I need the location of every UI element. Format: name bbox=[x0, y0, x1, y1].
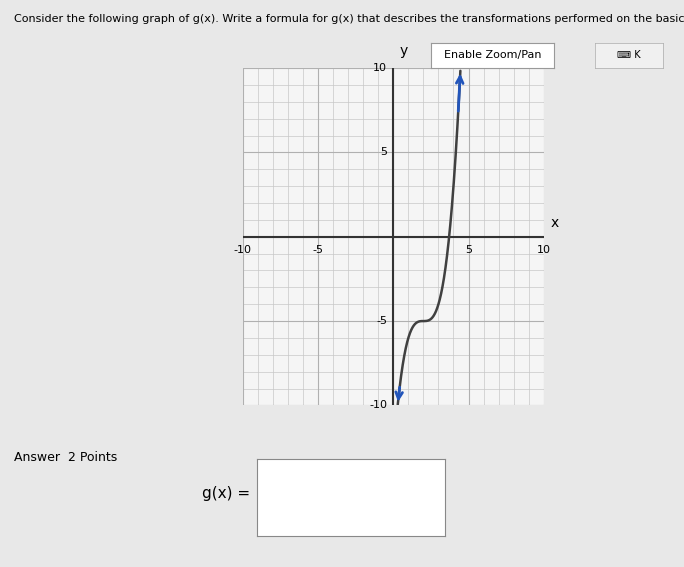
Text: -10: -10 bbox=[369, 400, 387, 411]
Text: 10: 10 bbox=[373, 63, 387, 73]
Text: x: x bbox=[550, 216, 558, 230]
Text: 5: 5 bbox=[380, 147, 387, 158]
Text: g(x) =: g(x) = bbox=[202, 486, 250, 501]
Text: Enable Zoom/Pan: Enable Zoom/Pan bbox=[444, 50, 541, 60]
Text: Consider the following graph of g(x). Write a formula for g(x) that describes th: Consider the following graph of g(x). Wr… bbox=[14, 14, 684, 24]
Text: -5: -5 bbox=[313, 245, 324, 255]
Text: ⌨ K: ⌨ K bbox=[618, 50, 641, 60]
Text: 5: 5 bbox=[465, 245, 472, 255]
Text: 10: 10 bbox=[537, 245, 551, 255]
Text: Answer  2 Points: Answer 2 Points bbox=[14, 451, 117, 464]
Text: -10: -10 bbox=[234, 245, 252, 255]
Text: -5: -5 bbox=[376, 316, 387, 326]
Text: y: y bbox=[399, 44, 408, 58]
